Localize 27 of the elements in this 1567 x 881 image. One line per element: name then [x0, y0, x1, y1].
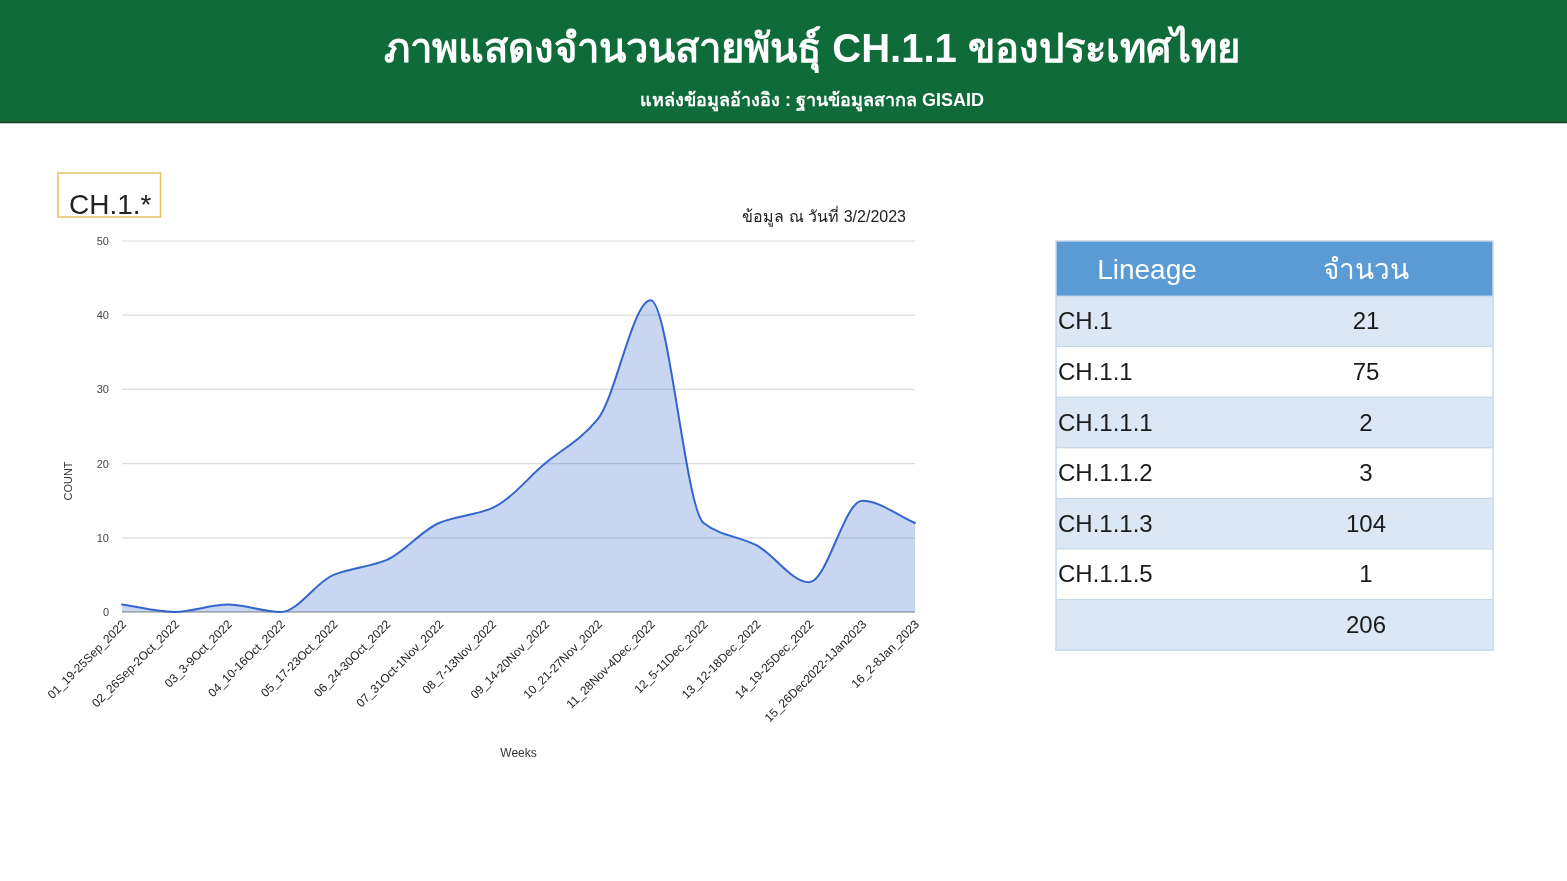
data-label: 75	[1352, 357, 1380, 385]
category-label: CH.1.1	[1058, 357, 1133, 385]
category-label: CH.1.1.3	[1058, 509, 1153, 537]
data-label: 104	[1345, 509, 1387, 537]
text: ข้อมูล ณ วันที่ 3/2/2023	[742, 205, 907, 227]
data-label: 2	[1359, 408, 1373, 436]
data-label: 1	[1359, 560, 1373, 588]
category-label: CH.1.1.5	[1058, 560, 1153, 588]
y-tick-label: 30	[96, 383, 109, 396]
data-label: 206	[1345, 610, 1387, 638]
y-tick-label: 40	[96, 309, 109, 322]
y-tick-label: 10	[96, 531, 109, 544]
text: Lineage	[1097, 253, 1197, 285]
data-label: 21	[1352, 307, 1380, 335]
chart-title: ภาพแสดงจำนวนสายพันธุ์ CH.1.1 ของประเทศไทย	[384, 25, 1240, 74]
category-label: CH.1.1.2	[1058, 459, 1153, 487]
x-axis-title: Weeks	[500, 746, 537, 760]
y-tick-label: 0	[102, 606, 109, 618]
chart-subtitle: แหล่งข้อมูลอ้างอิง : ฐานข้อมูลสากล GISAID	[639, 90, 985, 112]
category-label: CH.1	[1058, 307, 1113, 335]
text: จำนวน	[1323, 253, 1409, 285]
category-label: CH.1.1.1	[1058, 408, 1153, 436]
text: CH.1.*	[69, 189, 152, 220]
y-tick-label: 20	[96, 457, 109, 470]
data-label: 3	[1359, 459, 1373, 487]
y-tick-label: 50	[96, 235, 109, 247]
y-axis-title: COUNT	[62, 461, 74, 501]
